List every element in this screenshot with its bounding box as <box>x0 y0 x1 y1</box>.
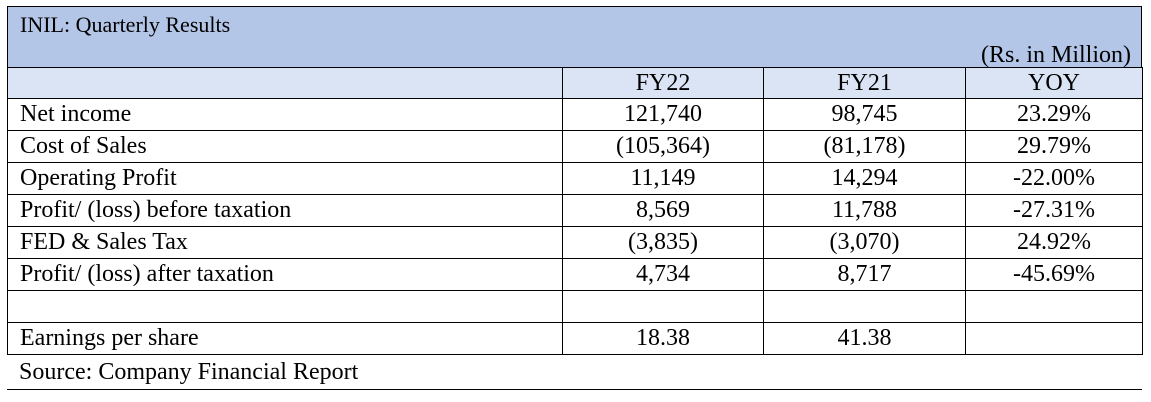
table-row: Profit/ (loss) after taxation 4,734 8,71… <box>7 258 1143 291</box>
row-label: FED & Sales Tax <box>7 226 563 259</box>
table-row: FED & Sales Tax (3,835) (3,070) 24.92% <box>7 226 1143 259</box>
blank-row <box>7 290 1143 323</box>
row-label <box>7 290 563 323</box>
row-label: Operating Profit <box>7 162 563 195</box>
row-label: Cost of Sales <box>7 130 563 163</box>
header-cell-fy21: FY21 <box>763 67 966 99</box>
row-label: Profit/ (loss) after taxation <box>7 258 563 291</box>
cell-yoy: 29.79% <box>965 130 1143 163</box>
results-table-container: INIL: Quarterly Results (Rs. in Million)… <box>7 6 1143 390</box>
cell-yoy: 24.92% <box>965 226 1143 259</box>
cell-fy22: 18.38 <box>562 322 764 355</box>
cell-yoy: -27.31% <box>965 194 1143 227</box>
table-row: Cost of Sales (105,364) (81,178) 29.79% <box>7 130 1143 163</box>
header-row: FY22 FY21 YOY <box>7 67 1143 99</box>
cell-fy21: (3,070) <box>763 226 966 259</box>
cell-fy22: (3,835) <box>562 226 764 259</box>
cell-fy22: 121,740 <box>562 98 764 131</box>
quarterly-results-table: FY22 FY21 YOY Net income 121,740 98,745 … <box>7 67 1143 355</box>
table-row: Net income 121,740 98,745 23.29% <box>7 98 1143 131</box>
header-cell-label <box>7 67 563 99</box>
cell-fy21: 8,717 <box>763 258 966 291</box>
cell-fy22: 8,569 <box>562 194 764 227</box>
cell-fy22: 4,734 <box>562 258 764 291</box>
header-cell-yoy: YOY <box>965 67 1143 99</box>
cell-fy21: (81,178) <box>763 130 966 163</box>
cell-yoy <box>965 290 1143 323</box>
cell-fy21: 41.38 <box>763 322 966 355</box>
cell-yoy <box>965 322 1143 355</box>
cell-fy21: 98,745 <box>763 98 966 131</box>
row-label: Profit/ (loss) before taxation <box>7 194 563 227</box>
cell-fy22: (105,364) <box>562 130 764 163</box>
cell-fy21 <box>763 290 966 323</box>
row-label: Earnings per share <box>7 322 563 355</box>
cell-fy21: 11,788 <box>763 194 966 227</box>
cell-fy22 <box>562 290 764 323</box>
table-row: Profit/ (loss) before taxation 8,569 11,… <box>7 194 1143 227</box>
table-row: Operating Profit 11,149 14,294 -22.00% <box>7 162 1143 195</box>
source-note: Source: Company Financial Report <box>7 355 1142 390</box>
cell-fy22: 11,149 <box>562 162 764 195</box>
table-title: INIL: Quarterly Results <box>20 12 231 37</box>
cell-yoy: -22.00% <box>965 162 1143 195</box>
cell-yoy: -45.69% <box>965 258 1143 291</box>
title-banner: INIL: Quarterly Results (Rs. in Million) <box>7 6 1142 68</box>
header-cell-fy22: FY22 <box>562 67 764 99</box>
cell-fy21: 14,294 <box>763 162 966 195</box>
table-row: Earnings per share 18.38 41.38 <box>7 322 1143 355</box>
cell-yoy: 23.29% <box>965 98 1143 131</box>
row-label: Net income <box>7 98 563 131</box>
unit-note: (Rs. in Million) <box>980 42 1131 68</box>
